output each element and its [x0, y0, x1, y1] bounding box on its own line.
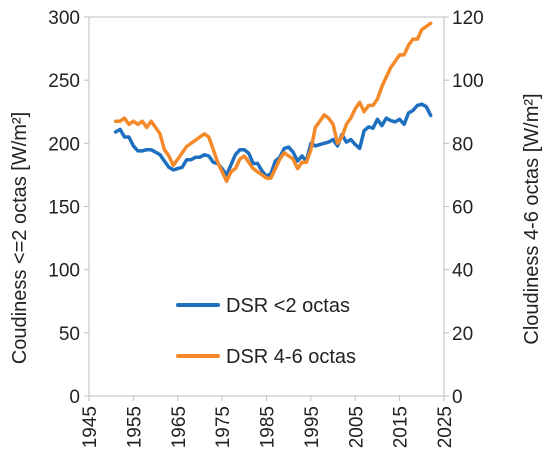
legend: DSR <2 octas DSR 4-6 octas	[176, 295, 356, 368]
y2-tick-label: 100	[452, 71, 484, 92]
x-tick-label: 2025	[435, 406, 456, 448]
legend-label-dsr-2-octas: DSR <2 octas	[226, 295, 350, 317]
series-line-dsr-4-6-octas	[113, 21, 433, 183]
y2-tick-label: 120	[452, 8, 484, 29]
y-tick-label: 100	[48, 261, 80, 282]
y2-tick-label: 80	[452, 134, 473, 155]
y2-tick-label: 40	[452, 261, 473, 282]
y-tick-label: 250	[48, 71, 80, 92]
plot-area-frame	[88, 16, 445, 397]
x-tick-label: 1985	[258, 406, 279, 448]
x-tick-label: 1965	[169, 406, 190, 448]
y-tick-label: 0	[69, 387, 80, 408]
x-tick-label: 2015	[391, 406, 412, 448]
x-tick-label: 2005	[346, 406, 367, 448]
right-axis-title: Cloudiness 4-6 octas [W/m²]	[521, 93, 543, 344]
x-tick-label: 1945	[80, 406, 101, 448]
x-tick-label: 1975	[213, 406, 234, 448]
y2-tick-label: 20	[452, 324, 473, 345]
y-tick-label: 50	[59, 324, 80, 345]
y2-tick-label: 0	[452, 387, 463, 408]
legend-label-dsr-4-6-octas: DSR 4-6 octas	[226, 346, 356, 368]
x-tick-label: 1955	[124, 406, 145, 448]
left-axis-title: Coudiness <=2 octas [W/m²]	[9, 112, 31, 364]
y2-tick-label: 60	[452, 198, 473, 219]
y-tick-label: 200	[48, 134, 80, 155]
series-line-dsr-2-octas	[113, 102, 433, 178]
y-tick-label: 300	[48, 8, 80, 29]
y-tick-label: 150	[48, 198, 80, 219]
x-tick-label: 1995	[302, 406, 323, 448]
